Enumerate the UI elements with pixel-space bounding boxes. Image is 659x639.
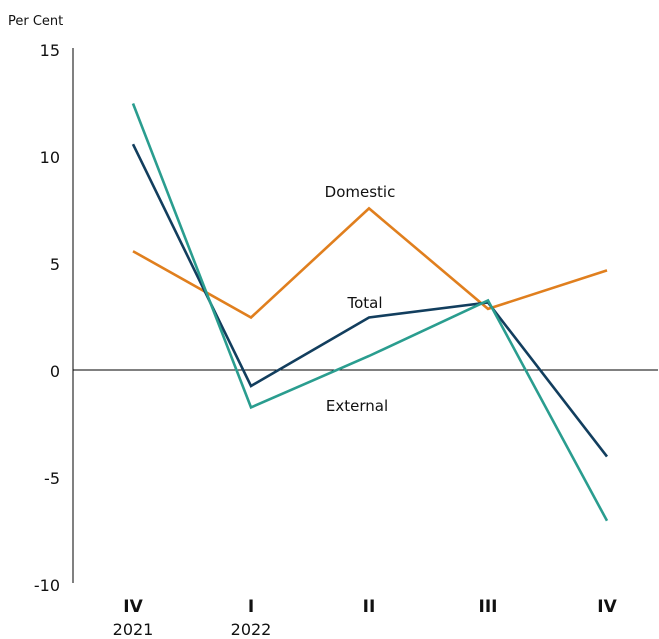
y-unit-label: Per Cent — [8, 14, 63, 29]
series-lines — [131, 103, 609, 522]
series-label-external: External — [326, 397, 388, 415]
y-tick-label: -5 — [44, 469, 60, 488]
y-tick-label: 0 — [50, 362, 60, 381]
series-label-domestic: Domestic — [325, 183, 396, 201]
series-label-total: Total — [346, 294, 382, 312]
y-tick-label: -10 — [34, 576, 60, 595]
series-labels: Domestic Total External — [325, 183, 396, 415]
x-tick-year: 2021 — [113, 620, 154, 639]
y-tick-label: 5 — [50, 255, 60, 274]
y-tick-labels: -10 -5 0 5 10 15 — [34, 41, 60, 595]
x-tick-label: II — [363, 597, 376, 617]
x-tick-label: I — [248, 597, 254, 617]
x-tick-label: IV — [597, 597, 617, 617]
series-line-domestic — [132, 206, 608, 320]
y-tick-label: 15 — [40, 41, 60, 60]
x-tick-year: 2022 — [231, 620, 272, 639]
x-tick-label: III — [479, 597, 498, 617]
y-tick-label: 10 — [40, 148, 60, 167]
series-line-external — [131, 103, 609, 522]
x-tick-label: IV — [123, 597, 143, 617]
